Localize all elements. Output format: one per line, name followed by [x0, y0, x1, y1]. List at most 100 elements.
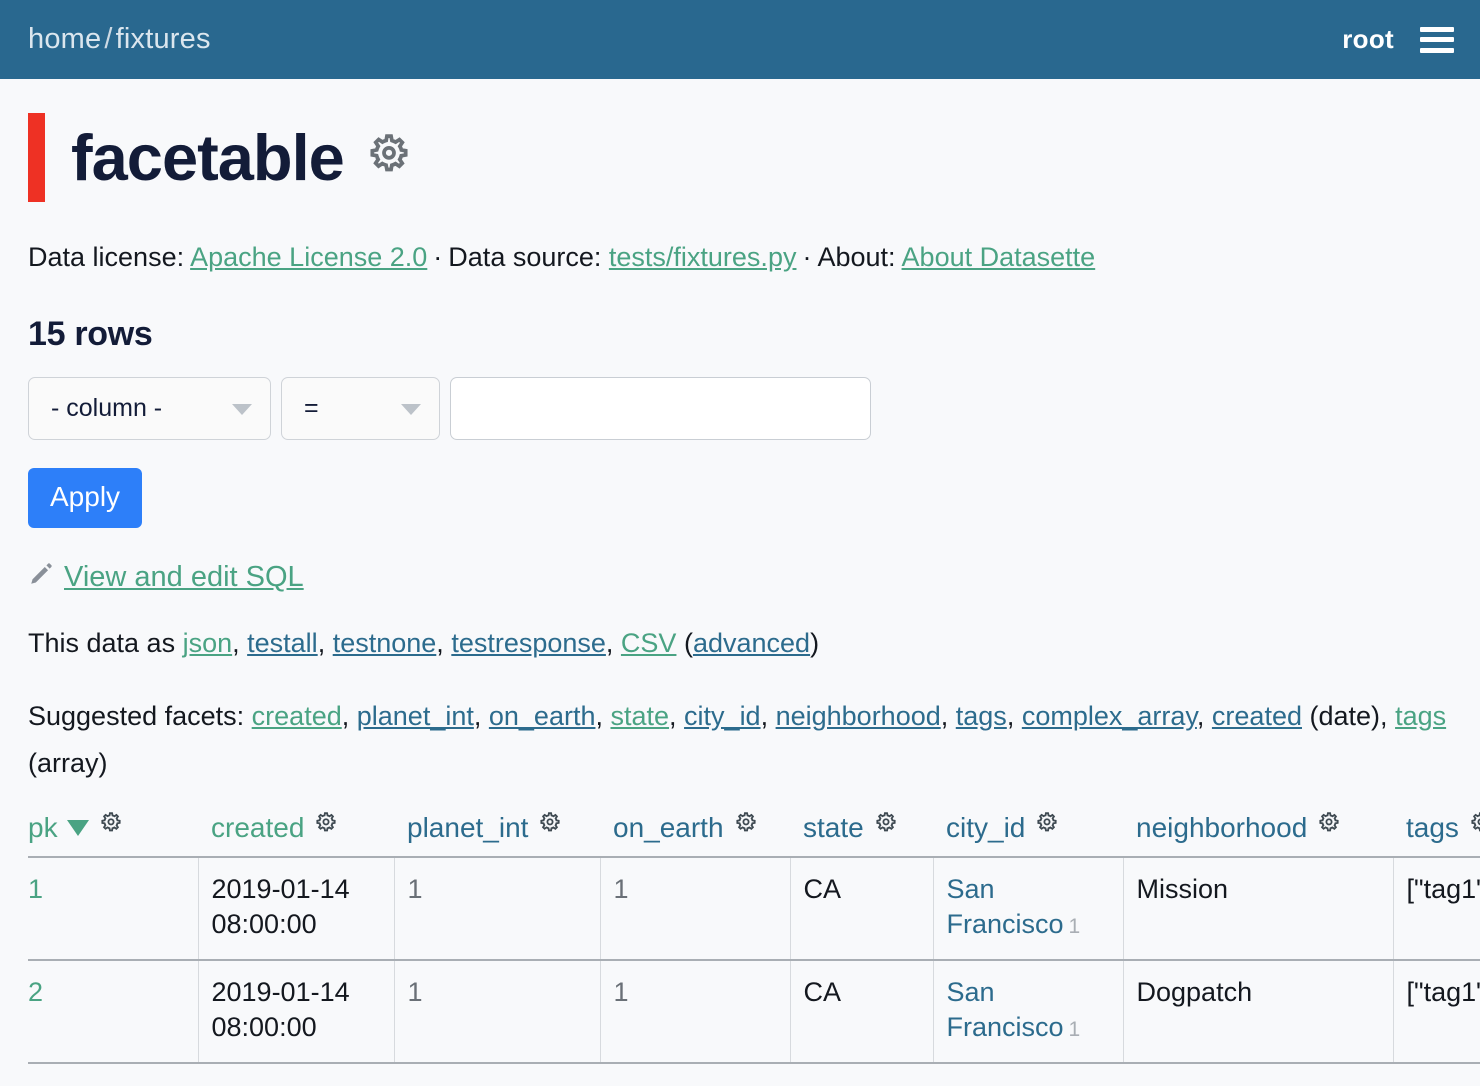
- breadcrumb-link-fixtures[interactable]: fixtures: [115, 23, 211, 55]
- suggested-facets-line: Suggested facets: created, planet_int, o…: [28, 700, 1447, 778]
- column-header-city_id[interactable]: city_id: [933, 811, 1123, 859]
- export-formats-line: This data as json, testall, testnone, te…: [28, 627, 820, 658]
- page-body: facetable Data license: Apache License 2…: [0, 112, 1480, 1065]
- cell-created: 2019-01-14 08:00:00: [198, 960, 395, 1065]
- breadcrumb-link-home[interactable]: home: [28, 23, 102, 55]
- data-source-link[interactable]: tests/fixtures.py: [608, 242, 797, 272]
- filter-row: - column - =: [28, 376, 1452, 440]
- current-user-label[interactable]: root: [1342, 24, 1394, 54]
- filter-value-input[interactable]: [450, 376, 871, 440]
- meta-separator-1: ·: [433, 242, 443, 272]
- column-header-pk[interactable]: pk: [28, 811, 198, 859]
- facet-link-city_id[interactable]: city_id: [684, 700, 761, 731]
- export-link-testresponse[interactable]: testresponse: [451, 627, 606, 658]
- export-link-advanced[interactable]: advanced: [692, 627, 811, 658]
- export-link-json[interactable]: json: [182, 627, 233, 658]
- cell-planet_int: 1: [394, 857, 601, 962]
- hamburger-menu-icon[interactable]: [1420, 26, 1454, 53]
- cell-neighborhood: Dogpatch: [1123, 960, 1394, 1065]
- cell-planet_int: 1: [394, 960, 601, 1065]
- facet-type-array: (array): [28, 748, 108, 778]
- column-options-gear-icon[interactable]: [98, 811, 124, 844]
- export-link-csv[interactable]: CSV: [620, 627, 677, 658]
- cell-pk: 2: [28, 960, 199, 1065]
- facet-link-neighborhood[interactable]: neighborhood: [775, 700, 941, 731]
- cell-created: 2019-01-14 08:00:00: [198, 857, 395, 962]
- row-pk-link[interactable]: 2: [28, 977, 44, 1008]
- facet-link-tags[interactable]: tags: [955, 700, 1007, 731]
- column-header-pk-label[interactable]: pk: [28, 811, 58, 843]
- table-header-row: pk created: [28, 811, 1480, 859]
- open-paren: (: [683, 627, 693, 658]
- column-header-tags-label[interactable]: tags: [1406, 811, 1459, 843]
- facet-link-on_earth[interactable]: on_earth: [488, 700, 596, 731]
- city-link[interactable]: San Francisco: [946, 874, 1064, 939]
- sort-descending-icon[interactable]: [66, 819, 89, 836]
- view-edit-sql-link[interactable]: View and edit SQL: [64, 561, 304, 594]
- meta-separator-2: ·: [802, 242, 812, 272]
- close-paren: ): [810, 627, 820, 658]
- table-row: 2 2019-01-14 08:00:00 1 1 CA San Francis…: [28, 960, 1480, 1065]
- facet-link-created[interactable]: created: [251, 700, 342, 731]
- cell-city_id: San Francisco 1: [933, 857, 1124, 962]
- view-edit-sql-row: View and edit SQL: [28, 561, 1452, 595]
- chevron-down-icon: [232, 404, 252, 416]
- cell-city_id: San Francisco 1: [933, 960, 1124, 1065]
- column-header-city_id-label[interactable]: city_id: [946, 811, 1026, 843]
- breadcrumb-separator: /: [104, 23, 113, 55]
- cell-neighborhood: Mission: [1123, 857, 1394, 962]
- facet-link-complex_array[interactable]: complex_array: [1021, 700, 1197, 731]
- facet-type-date: (date): [1309, 700, 1381, 731]
- column-header-tags[interactable]: tags: [1393, 811, 1480, 859]
- cell-tags: ["tag1", "tag2"]: [1393, 857, 1480, 962]
- data-license-link[interactable]: Apache License 2.0: [190, 242, 428, 272]
- column-options-gear-icon[interactable]: [873, 811, 899, 844]
- data-license-label: Data license:: [28, 242, 185, 272]
- column-header-planet_int-label[interactable]: planet_int: [407, 811, 529, 843]
- cell-state: CA: [790, 960, 934, 1065]
- facet-link-created-date[interactable]: created: [1211, 700, 1302, 731]
- about-datasette-link[interactable]: About Datasette: [901, 242, 1096, 272]
- apply-button[interactable]: Apply: [28, 467, 143, 528]
- export-link-testnone[interactable]: testnone: [332, 627, 437, 658]
- column-header-state[interactable]: state: [790, 811, 933, 859]
- city-id-value: 1: [1068, 1017, 1081, 1041]
- about-label: About:: [817, 242, 896, 272]
- metadata-line: Data license: Apache License 2.0 · Data so…: [28, 241, 1452, 275]
- column-options-gear-icon[interactable]: [537, 811, 563, 844]
- column-header-neighborhood[interactable]: neighborhood: [1123, 811, 1393, 859]
- column-header-neighborhood-label[interactable]: neighborhood: [1136, 811, 1308, 843]
- cell-on_earth: 1: [600, 960, 791, 1065]
- facet-link-planet_int[interactable]: planet_int: [356, 700, 474, 731]
- data-source-label: Data source:: [448, 242, 602, 272]
- data-table: pk created: [28, 811, 1480, 1065]
- page-title: facetable: [71, 120, 345, 194]
- column-header-created[interactable]: created: [198, 811, 394, 859]
- column-options-gear-icon[interactable]: [1316, 811, 1342, 844]
- facet-link-tags-array[interactable]: tags: [1395, 700, 1447, 731]
- chevron-down-icon: [401, 404, 421, 416]
- city-link[interactable]: San Francisco: [946, 977, 1064, 1042]
- table-settings-gear-icon[interactable]: [364, 132, 414, 182]
- column-header-created-label[interactable]: created: [211, 811, 305, 843]
- row-count-heading: 15 rows: [28, 314, 153, 353]
- facet-link-state[interactable]: state: [610, 700, 670, 731]
- column-options-gear-icon[interactable]: [733, 811, 759, 844]
- filter-column-select[interactable]: - column -: [28, 376, 271, 440]
- column-options-gear-icon[interactable]: [313, 811, 339, 844]
- app-header: home / fixtures root: [0, 0, 1480, 79]
- suggested-facets-label: Suggested facets:: [28, 700, 245, 731]
- row-pk-link[interactable]: 1: [28, 874, 44, 905]
- column-header-planet_int[interactable]: planet_int: [394, 811, 600, 859]
- export-prefix-label: This data as: [28, 627, 176, 658]
- filter-operator-select[interactable]: =: [281, 376, 440, 440]
- filter-column-select-value: - column -: [51, 393, 163, 422]
- column-options-gear-icon[interactable]: [1034, 811, 1060, 844]
- export-link-testall[interactable]: testall: [247, 627, 318, 658]
- column-header-on_earth[interactable]: on_earth: [600, 811, 790, 859]
- cell-pk: 1: [28, 857, 199, 962]
- data-table-container: pk created: [28, 811, 1480, 1065]
- column-options-gear-icon[interactable]: [1468, 811, 1480, 844]
- column-header-on_earth-label[interactable]: on_earth: [613, 811, 724, 843]
- column-header-state-label[interactable]: state: [803, 811, 864, 843]
